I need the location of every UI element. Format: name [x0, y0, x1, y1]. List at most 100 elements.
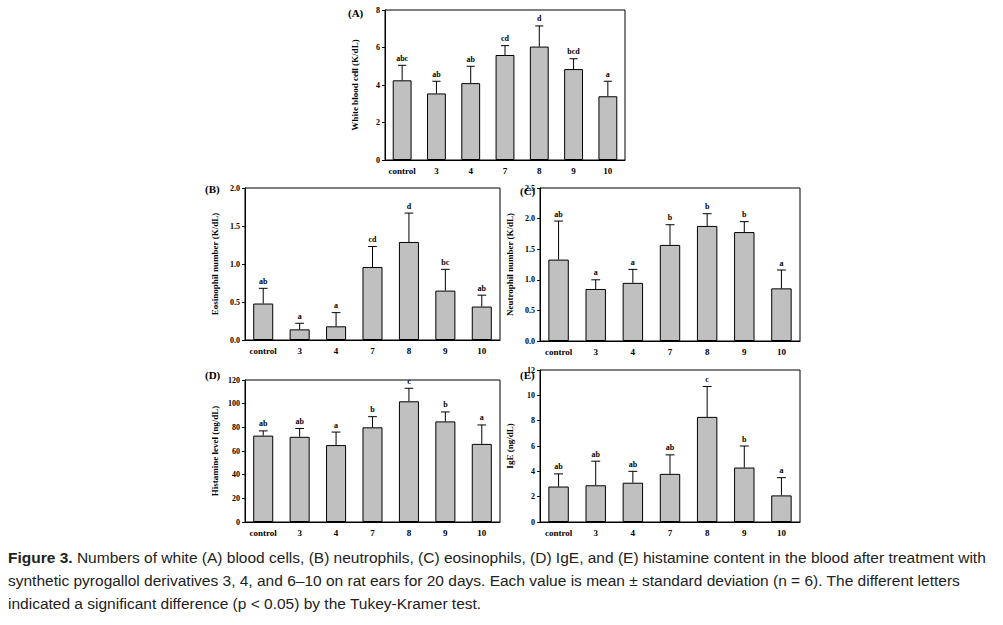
svg-text:control: control [388, 166, 416, 176]
svg-text:Histamine level (ng/dL): Histamine level (ng/dL) [210, 406, 220, 497]
svg-text:10: 10 [477, 346, 487, 356]
svg-text:bc: bc [441, 258, 449, 267]
svg-text:b: b [742, 210, 747, 219]
svg-text:1.5: 1.5 [230, 222, 240, 231]
svg-text:ab: ab [554, 462, 563, 471]
svg-text:a: a [480, 413, 484, 422]
svg-text:b: b [742, 435, 747, 444]
svg-text:7: 7 [668, 347, 673, 357]
svg-text:a: a [606, 70, 610, 79]
svg-text:3: 3 [297, 528, 302, 538]
svg-text:0: 0 [531, 518, 535, 527]
svg-text:a: a [631, 258, 635, 267]
svg-text:(B): (B) [205, 183, 220, 196]
svg-text:3: 3 [434, 166, 439, 176]
svg-text:8: 8 [407, 346, 412, 356]
svg-text:control: control [250, 528, 278, 538]
svg-text:10: 10 [527, 391, 535, 400]
svg-text:1.0: 1.0 [525, 275, 535, 284]
svg-text:4: 4 [468, 166, 473, 176]
svg-text:4: 4 [631, 347, 636, 357]
svg-text:8: 8 [407, 528, 412, 538]
svg-text:ab: ab [295, 417, 304, 426]
svg-text:ab: ab [478, 284, 487, 293]
svg-text:cd: cd [369, 235, 378, 244]
svg-text:1.0: 1.0 [230, 260, 240, 269]
svg-text:a: a [298, 312, 302, 321]
svg-text:4: 4 [531, 467, 535, 476]
svg-text:8: 8 [376, 6, 380, 15]
svg-text:(C): (C) [520, 185, 536, 198]
svg-text:9: 9 [443, 528, 448, 538]
svg-text:Eosinophil number (K/dL): Eosinophil number (K/dL) [210, 213, 220, 315]
svg-text:b: b [668, 213, 673, 222]
svg-text:6: 6 [376, 43, 380, 52]
svg-text:ab: ab [629, 460, 638, 469]
svg-text:9: 9 [742, 347, 747, 357]
svg-text:8: 8 [705, 528, 710, 538]
svg-text:a: a [334, 421, 338, 430]
svg-text:0: 0 [236, 518, 240, 527]
svg-text:7: 7 [370, 528, 375, 538]
svg-text:2.0: 2.0 [525, 214, 535, 223]
svg-text:White blood cell (K/dL): White blood cell (K/dL) [350, 39, 360, 130]
svg-text:ab: ab [591, 450, 600, 459]
svg-text:9: 9 [443, 346, 448, 356]
svg-text:cd: cd [501, 34, 510, 43]
svg-text:4: 4 [334, 346, 339, 356]
svg-text:60: 60 [232, 447, 240, 456]
svg-text:3: 3 [297, 346, 302, 356]
svg-text:4: 4 [376, 81, 380, 90]
svg-text:a: a [334, 301, 338, 310]
svg-text:3: 3 [593, 347, 598, 357]
svg-text:2: 2 [531, 492, 535, 501]
svg-text:a: a [779, 466, 783, 475]
svg-text:d: d [407, 202, 412, 211]
svg-text:2.0: 2.0 [230, 184, 240, 193]
svg-text:bcd: bcd [567, 47, 580, 56]
svg-text:b: b [705, 202, 710, 211]
svg-text:4: 4 [631, 528, 636, 538]
svg-text:8: 8 [531, 416, 535, 425]
svg-text:20: 20 [232, 494, 240, 503]
svg-text:c: c [705, 375, 709, 384]
svg-text:0: 0 [376, 156, 380, 165]
svg-text:0.0: 0.0 [230, 336, 240, 345]
svg-text:10: 10 [777, 528, 787, 538]
svg-text:(E): (E) [520, 369, 535, 382]
svg-text:0.5: 0.5 [525, 306, 535, 315]
svg-text:4: 4 [334, 528, 339, 538]
svg-text:9: 9 [742, 528, 747, 538]
svg-text:40: 40 [232, 470, 240, 479]
svg-text:2: 2 [376, 118, 380, 127]
svg-text:a: a [779, 259, 783, 268]
svg-text:0.5: 0.5 [230, 298, 240, 307]
svg-text:10: 10 [477, 528, 487, 538]
svg-text:control: control [250, 346, 278, 356]
svg-text:8: 8 [705, 347, 710, 357]
svg-text:a: a [594, 268, 598, 277]
svg-text:9: 9 [571, 166, 576, 176]
svg-text:7: 7 [668, 528, 673, 538]
svg-text:ab: ab [432, 70, 441, 79]
svg-text:ab: ab [554, 210, 563, 219]
svg-text:IgE (ng/dL): IgE (ng/dL) [505, 423, 515, 468]
svg-text:abc: abc [396, 54, 408, 63]
svg-text:1.5: 1.5 [525, 245, 535, 254]
svg-text:ab: ab [259, 419, 268, 428]
svg-text:100: 100 [228, 399, 240, 408]
svg-text:80: 80 [232, 423, 240, 432]
svg-text:6: 6 [531, 442, 535, 451]
svg-text:b: b [443, 400, 448, 409]
svg-text:ab: ab [259, 277, 268, 286]
svg-text:3: 3 [593, 528, 598, 538]
svg-text:120: 120 [228, 376, 240, 385]
svg-text:10: 10 [603, 166, 613, 176]
svg-text:ab: ab [466, 55, 475, 64]
svg-text:control: control [545, 347, 573, 357]
svg-text:control: control [545, 528, 573, 538]
svg-text:(A): (A) [348, 7, 364, 20]
svg-text:0.0: 0.0 [525, 337, 535, 346]
svg-text:c: c [407, 377, 411, 386]
svg-text:Neutrophil number (K/dL): Neutrophil number (K/dL) [505, 213, 515, 316]
